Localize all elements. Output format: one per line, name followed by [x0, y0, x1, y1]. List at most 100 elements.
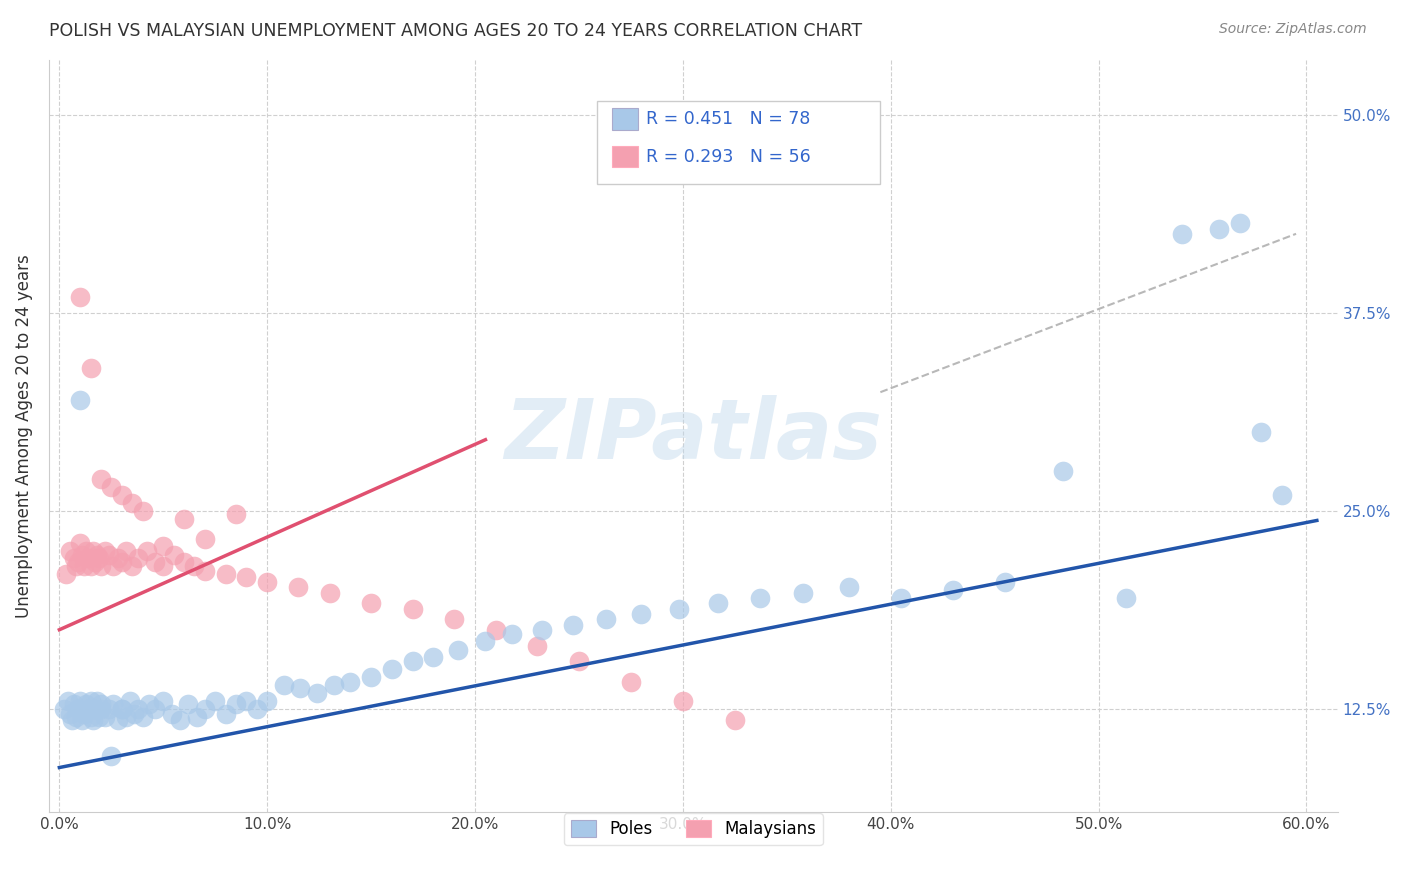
Point — [143, 555, 166, 569]
Point — [67, 555, 90, 569]
Point — [748, 591, 770, 605]
Point — [225, 697, 247, 711]
FancyBboxPatch shape — [596, 101, 880, 184]
Point — [474, 633, 496, 648]
Point — [86, 549, 108, 563]
Point — [290, 681, 312, 696]
Point — [79, 694, 101, 708]
Point — [322, 678, 344, 692]
Point — [1270, 488, 1292, 502]
Point — [87, 710, 110, 724]
Point — [485, 623, 508, 637]
Point — [69, 393, 91, 408]
Point — [214, 706, 236, 721]
Text: R = 0.293   N = 56: R = 0.293 N = 56 — [645, 148, 810, 166]
Point — [82, 713, 104, 727]
Bar — [612, 146, 638, 167]
Point — [360, 670, 382, 684]
Point — [107, 551, 129, 566]
Point — [90, 472, 112, 486]
Point — [447, 643, 470, 657]
Point — [83, 555, 105, 569]
Point — [90, 559, 112, 574]
Text: ZIPatlas: ZIPatlas — [505, 395, 882, 476]
Point — [59, 543, 82, 558]
Point — [98, 702, 121, 716]
Point — [60, 713, 83, 727]
Point — [121, 496, 143, 510]
Point — [163, 549, 186, 563]
Point — [138, 697, 160, 711]
Point — [235, 694, 257, 708]
Point — [173, 512, 195, 526]
Point — [63, 551, 86, 566]
Point — [63, 697, 86, 711]
Point — [79, 559, 101, 574]
Point — [994, 575, 1017, 590]
Point — [225, 507, 247, 521]
Point — [1250, 425, 1272, 439]
Point — [79, 361, 101, 376]
Point — [194, 533, 217, 547]
Text: R = 0.451   N = 78: R = 0.451 N = 78 — [645, 110, 810, 128]
Point — [256, 694, 278, 708]
Point — [235, 570, 257, 584]
Point — [69, 694, 91, 708]
Point — [94, 543, 117, 558]
Point — [111, 702, 134, 716]
Point — [443, 612, 465, 626]
Point — [169, 713, 191, 727]
Point — [90, 702, 112, 716]
Point — [707, 596, 730, 610]
Point — [52, 702, 75, 716]
Text: POLISH VS MALAYSIAN UNEMPLOYMENT AMONG AGES 20 TO 24 YEARS CORRELATION CHART: POLISH VS MALAYSIAN UNEMPLOYMENT AMONG A… — [49, 22, 862, 40]
Point — [339, 675, 361, 690]
Point — [67, 702, 90, 716]
Point — [173, 555, 195, 569]
Point — [402, 655, 425, 669]
Point — [422, 649, 444, 664]
Point — [111, 488, 134, 502]
Point — [86, 694, 108, 708]
Point — [59, 706, 82, 721]
Point — [90, 697, 112, 711]
Point — [121, 559, 143, 574]
Point — [79, 710, 101, 724]
Point — [501, 627, 523, 641]
Point — [194, 564, 217, 578]
Point — [792, 586, 814, 600]
Point — [204, 694, 226, 708]
Point — [115, 710, 138, 724]
Y-axis label: Unemployment Among Ages 20 to 24 years: Unemployment Among Ages 20 to 24 years — [15, 254, 32, 617]
Legend: Poles, Malaysians: Poles, Malaysians — [564, 814, 823, 845]
Point — [381, 662, 404, 676]
Point — [118, 694, 141, 708]
Point — [1208, 222, 1230, 236]
Point — [70, 549, 93, 563]
Point — [402, 602, 425, 616]
Point — [307, 686, 329, 700]
Point — [122, 706, 145, 721]
Point — [69, 290, 91, 304]
Point — [73, 706, 96, 721]
Point — [214, 567, 236, 582]
Point — [107, 713, 129, 727]
Point — [87, 551, 110, 566]
Point — [186, 710, 208, 724]
Point — [111, 702, 134, 716]
Point — [75, 697, 97, 711]
Point — [83, 702, 105, 716]
Point — [131, 504, 153, 518]
Point — [194, 702, 217, 716]
Point — [360, 596, 382, 610]
Point — [256, 575, 278, 590]
Point — [100, 749, 122, 764]
Point — [177, 697, 200, 711]
Point — [70, 713, 93, 727]
Point — [56, 694, 79, 708]
Point — [127, 702, 149, 716]
Point — [668, 602, 690, 616]
Point — [160, 706, 183, 721]
Point — [73, 559, 96, 574]
Point — [94, 710, 117, 724]
